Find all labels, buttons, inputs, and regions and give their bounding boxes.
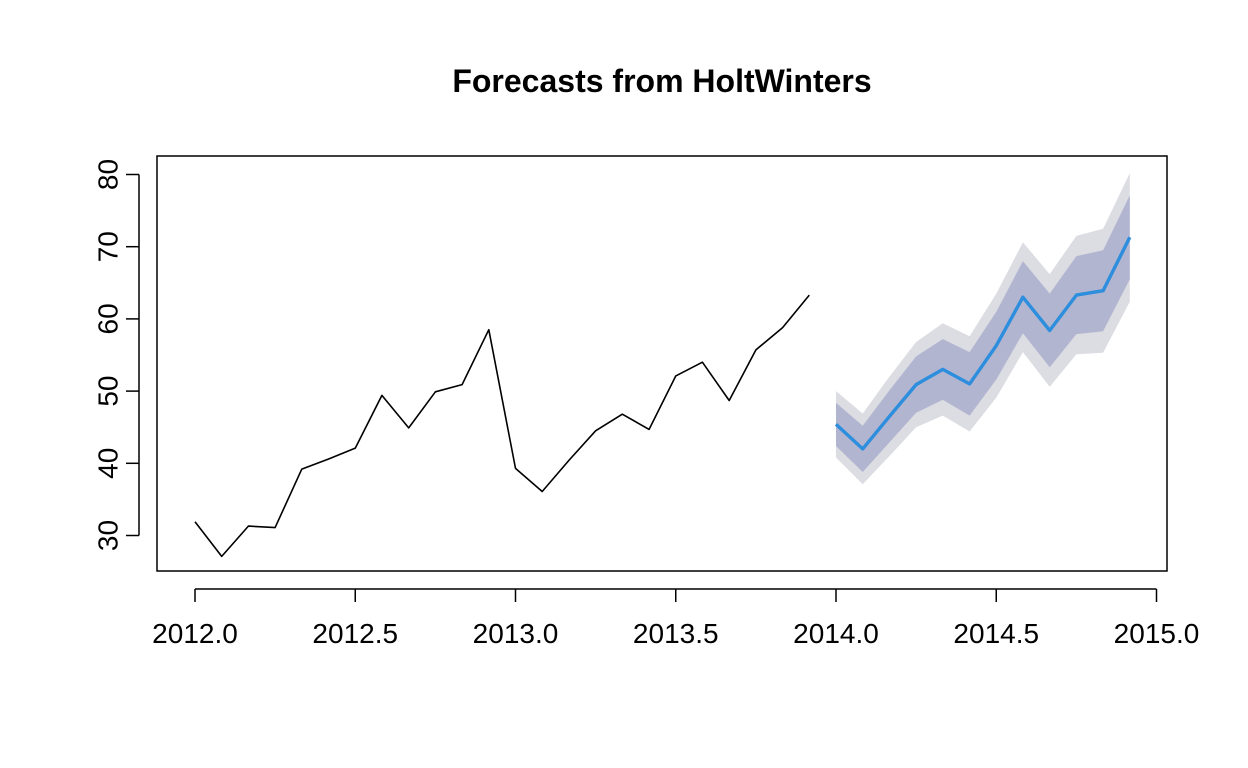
observed-series-line (194, 294, 810, 558)
forecast-series-line (834, 236, 1132, 451)
x-axis: 2012.0 2012.5 2013.0 2013.5 2014.0 2014.5 2015… (152, 588, 1200, 649)
y-tick-label: 70 (93, 231, 124, 262)
x-tick-label: 2014.0 (793, 618, 879, 649)
y-tick-label: 30 (93, 520, 124, 551)
prediction-band-80 (836, 195, 1130, 472)
series-lines (194, 236, 1132, 558)
x-tick-label: 2013.0 (473, 618, 559, 649)
plot-frame (156, 155, 1168, 572)
y-axis: 30 40 50 60 70 80 (93, 159, 140, 551)
x-tick-label: 2012.0 (152, 618, 238, 649)
x-tick-label: 2014.5 (953, 618, 1039, 649)
y-tick-label: 60 (93, 303, 124, 334)
chart-title: Forecasts from HoltWinters (452, 63, 871, 99)
x-tick-label: 2012.5 (312, 618, 398, 649)
prediction-intervals (836, 173, 1130, 485)
y-tick-label: 80 (93, 159, 124, 190)
x-tick-label: 2013.5 (633, 618, 719, 649)
y-tick-label: 40 (93, 448, 124, 479)
x-tick-label: 2015.0 (1114, 618, 1200, 649)
y-tick-label: 50 (93, 376, 124, 407)
